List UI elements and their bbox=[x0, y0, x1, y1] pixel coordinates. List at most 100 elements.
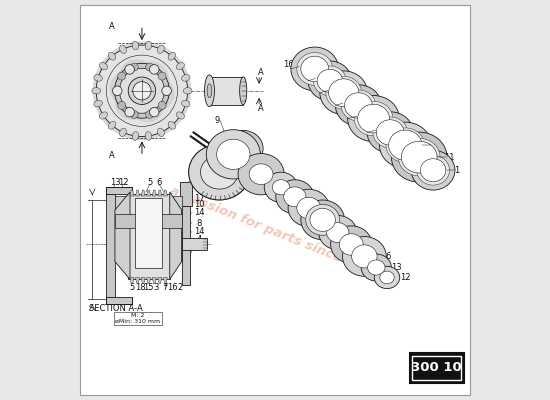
Ellipse shape bbox=[327, 223, 349, 242]
Ellipse shape bbox=[329, 79, 359, 107]
Ellipse shape bbox=[320, 71, 367, 114]
Text: 18: 18 bbox=[341, 110, 352, 119]
Polygon shape bbox=[163, 278, 167, 284]
Ellipse shape bbox=[376, 120, 404, 145]
Text: A: A bbox=[258, 104, 264, 113]
Circle shape bbox=[162, 86, 172, 96]
Ellipse shape bbox=[402, 141, 437, 173]
Text: 6: 6 bbox=[386, 252, 391, 261]
Polygon shape bbox=[163, 190, 167, 196]
Circle shape bbox=[146, 63, 153, 71]
Bar bbox=[160, 196, 182, 228]
Bar bbox=[115, 214, 137, 228]
Text: 5: 5 bbox=[147, 178, 152, 187]
Text: 8: 8 bbox=[315, 206, 321, 215]
Ellipse shape bbox=[249, 164, 273, 184]
Ellipse shape bbox=[240, 77, 247, 105]
Circle shape bbox=[114, 63, 169, 118]
Ellipse shape bbox=[339, 234, 363, 255]
Ellipse shape bbox=[351, 245, 377, 268]
FancyBboxPatch shape bbox=[412, 356, 461, 380]
Ellipse shape bbox=[177, 62, 184, 70]
Bar bbox=[106, 187, 132, 194]
Ellipse shape bbox=[326, 76, 361, 109]
Ellipse shape bbox=[205, 75, 214, 107]
Ellipse shape bbox=[201, 155, 238, 189]
Ellipse shape bbox=[297, 52, 333, 85]
Text: 13: 13 bbox=[109, 178, 120, 187]
Ellipse shape bbox=[217, 139, 250, 170]
Text: 11: 11 bbox=[444, 152, 454, 162]
Ellipse shape bbox=[145, 132, 152, 140]
Circle shape bbox=[158, 102, 166, 109]
Text: 9: 9 bbox=[215, 116, 220, 125]
Ellipse shape bbox=[272, 180, 290, 195]
Circle shape bbox=[118, 102, 126, 109]
Ellipse shape bbox=[358, 104, 389, 133]
Text: A: A bbox=[109, 22, 115, 30]
Ellipse shape bbox=[301, 56, 329, 82]
Circle shape bbox=[96, 45, 188, 136]
Ellipse shape bbox=[183, 88, 192, 94]
Ellipse shape bbox=[108, 52, 116, 60]
Ellipse shape bbox=[119, 45, 126, 53]
Text: 13: 13 bbox=[391, 263, 401, 272]
Bar bbox=[182, 206, 190, 286]
Polygon shape bbox=[141, 278, 145, 284]
Bar bbox=[410, 353, 464, 383]
Ellipse shape bbox=[145, 41, 152, 50]
Ellipse shape bbox=[318, 216, 357, 250]
Ellipse shape bbox=[301, 200, 344, 240]
Text: 10: 10 bbox=[194, 200, 205, 209]
Text: 9: 9 bbox=[189, 243, 194, 252]
Ellipse shape bbox=[94, 75, 102, 81]
Text: 1: 1 bbox=[162, 279, 167, 288]
Text: SECTION A-A: SECTION A-A bbox=[89, 304, 143, 312]
Bar bbox=[160, 214, 182, 228]
Ellipse shape bbox=[354, 101, 393, 136]
Text: 18: 18 bbox=[135, 283, 145, 292]
Ellipse shape bbox=[392, 132, 447, 182]
Text: 16: 16 bbox=[284, 60, 294, 70]
Ellipse shape bbox=[373, 117, 408, 148]
Text: A: A bbox=[258, 68, 264, 77]
Ellipse shape bbox=[297, 197, 321, 219]
Ellipse shape bbox=[420, 159, 446, 182]
Ellipse shape bbox=[308, 61, 351, 101]
Text: 17: 17 bbox=[194, 194, 205, 202]
Bar bbox=[128, 194, 170, 280]
Circle shape bbox=[125, 107, 134, 117]
Polygon shape bbox=[136, 190, 140, 196]
Text: 12: 12 bbox=[118, 178, 129, 187]
Ellipse shape bbox=[367, 260, 385, 275]
FancyBboxPatch shape bbox=[80, 5, 470, 395]
Polygon shape bbox=[147, 278, 151, 284]
Circle shape bbox=[133, 82, 151, 100]
Ellipse shape bbox=[379, 122, 431, 168]
Ellipse shape bbox=[232, 139, 254, 158]
Ellipse shape bbox=[168, 121, 175, 129]
Bar bbox=[115, 232, 182, 260]
Ellipse shape bbox=[92, 88, 101, 94]
Ellipse shape bbox=[94, 100, 102, 107]
Text: 16: 16 bbox=[167, 283, 178, 292]
Text: 5: 5 bbox=[203, 156, 208, 165]
Circle shape bbox=[113, 87, 121, 95]
Text: 14: 14 bbox=[194, 208, 205, 217]
Circle shape bbox=[150, 65, 159, 74]
Ellipse shape bbox=[108, 121, 116, 129]
Text: 8: 8 bbox=[197, 218, 202, 228]
Circle shape bbox=[163, 87, 171, 95]
Polygon shape bbox=[152, 190, 156, 196]
Polygon shape bbox=[136, 278, 140, 284]
Circle shape bbox=[130, 110, 138, 118]
Ellipse shape bbox=[182, 75, 190, 81]
Polygon shape bbox=[158, 278, 162, 284]
Polygon shape bbox=[130, 190, 134, 196]
Ellipse shape bbox=[411, 150, 455, 190]
Ellipse shape bbox=[367, 112, 413, 153]
Ellipse shape bbox=[119, 128, 126, 136]
Text: 300 10: 300 10 bbox=[411, 361, 462, 374]
Bar bbox=[106, 297, 132, 304]
Polygon shape bbox=[130, 278, 134, 284]
